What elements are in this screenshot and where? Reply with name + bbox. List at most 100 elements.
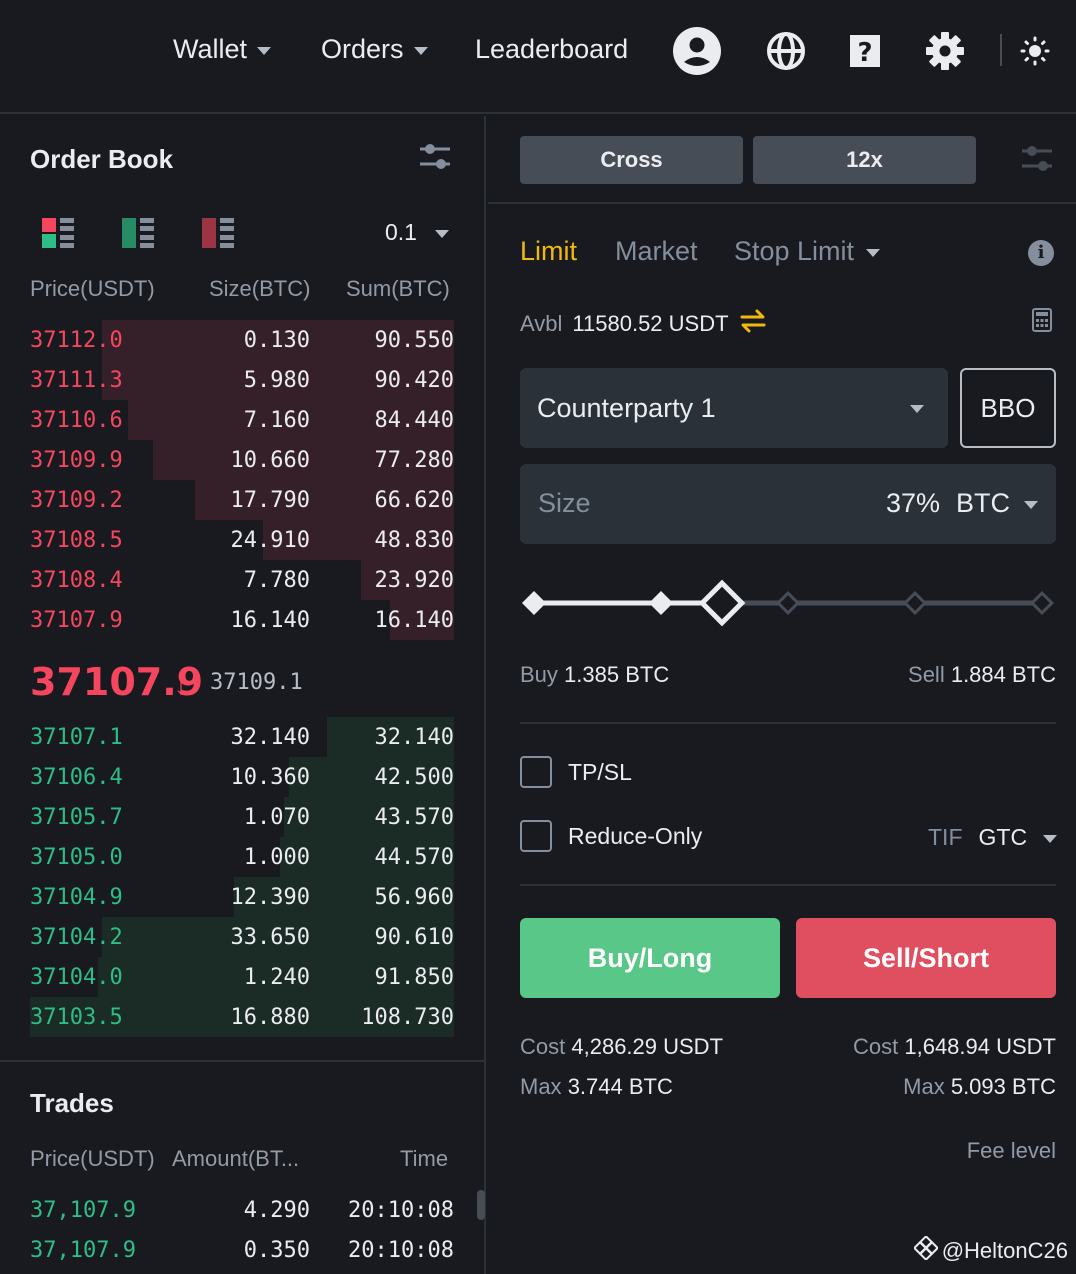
tif-select[interactable]: TIF GTC xyxy=(928,824,1058,851)
slider-mark[interactable] xyxy=(902,590,928,616)
size-unit-select[interactable]: BTC xyxy=(956,488,1038,519)
slider-thumb[interactable] xyxy=(698,579,746,627)
bid-size: 33.650 xyxy=(230,925,310,950)
bid-sum: 44.570 xyxy=(374,845,454,870)
bid-sum: 32.140 xyxy=(374,725,454,750)
buy-cost-value: 4,286.29 USDT xyxy=(571,1034,724,1059)
nav-leaderboard-label: Leaderboard xyxy=(475,34,629,64)
tpsl-checkbox-row[interactable]: TP/SL xyxy=(520,756,632,788)
slider-mark[interactable] xyxy=(775,590,801,616)
tick-size-select[interactable]: 0.1 xyxy=(385,219,449,246)
user-avatar-icon[interactable] xyxy=(672,26,722,76)
chevron-down-icon xyxy=(1043,834,1058,843)
bid-sum: 43.570 xyxy=(374,805,454,830)
tab-limit[interactable]: Limit xyxy=(520,236,577,267)
ask-row[interactable]: 37109.9 10.660 77.280 xyxy=(30,440,454,480)
info-icon[interactable]: i xyxy=(1028,240,1054,266)
bid-size: 16.880 xyxy=(230,1005,310,1030)
bid-depth-bar xyxy=(326,717,454,757)
help-icon[interactable]: ? xyxy=(840,26,890,76)
watermark: @HeltonC26 xyxy=(912,1234,1068,1266)
tab-market-label: Market xyxy=(615,236,698,266)
nav-wallet[interactable]: Wallet xyxy=(173,34,272,65)
view-asks-icon[interactable] xyxy=(200,216,236,250)
transfer-icon[interactable] xyxy=(739,309,767,339)
ask-depth-bar xyxy=(360,560,454,600)
ask-row[interactable]: 37109.2 17.790 66.620 xyxy=(30,480,454,520)
theme-icon[interactable] xyxy=(1010,26,1060,76)
tpsl-checkbox[interactable] xyxy=(520,756,552,788)
nav-orders[interactable]: Orders xyxy=(321,34,428,65)
ask-sum: 66.620 xyxy=(374,488,454,513)
chevron-down-icon xyxy=(866,248,881,257)
size-input[interactable]: Size 37% BTC xyxy=(520,464,1056,544)
ask-row[interactable]: 37111.3 5.980 90.420 xyxy=(30,360,454,400)
buy-long-button[interactable]: Buy/Long xyxy=(520,918,780,998)
bbo-button[interactable]: BBO xyxy=(960,368,1056,448)
ask-row[interactable]: 37110.6 7.160 84.440 xyxy=(30,400,454,440)
bid-size: 12.390 xyxy=(230,885,310,910)
buy-cost: Cost 4,286.29 USDT xyxy=(520,1034,723,1060)
tab-market[interactable]: Market xyxy=(615,236,698,267)
ask-row[interactable]: 37112.0 0.130 90.550 xyxy=(30,320,454,360)
gear-icon[interactable] xyxy=(920,26,970,76)
buy-amount: Buy 1.385 BTC xyxy=(520,662,669,688)
ask-sum: 90.550 xyxy=(374,328,454,353)
bid-price: 37105.0 xyxy=(30,845,123,870)
trades-divider xyxy=(0,1060,486,1062)
sell-short-button[interactable]: Sell/Short xyxy=(796,918,1056,998)
bid-row[interactable]: 37105.0 1.000 44.570 xyxy=(30,837,454,877)
ask-row[interactable]: 37108.5 24.910 48.830 xyxy=(30,520,454,560)
buy-max-label: Max xyxy=(520,1074,562,1099)
view-both-icon[interactable] xyxy=(40,216,76,250)
bid-size: 32.140 xyxy=(230,725,310,750)
bid-depth-bar xyxy=(288,757,454,797)
nav-leaderboard[interactable]: Leaderboard xyxy=(475,34,628,65)
buy-cost-label: Cost xyxy=(520,1034,566,1059)
ask-depth-bar xyxy=(152,440,454,480)
ask-depth-bar xyxy=(390,600,454,640)
bid-sum: 91.850 xyxy=(374,965,454,990)
ask-sum: 16.140 xyxy=(374,608,454,633)
bid-row[interactable]: 37107.1 32.140 32.140 xyxy=(30,717,454,757)
size-slider[interactable] xyxy=(520,578,1056,628)
binance-logo-icon xyxy=(912,1234,939,1266)
counterparty-select[interactable]: Counterparty 1 xyxy=(520,368,948,448)
slider-mark[interactable] xyxy=(1029,590,1055,616)
nav-divider xyxy=(1000,34,1002,66)
calculator-icon[interactable] xyxy=(1032,308,1052,332)
slider-mark[interactable] xyxy=(521,590,547,616)
trades-scrollbar[interactable] xyxy=(477,1190,485,1220)
bid-row[interactable]: 37104.2 33.650 90.610 xyxy=(30,917,454,957)
trade-amount: 0.350 xyxy=(243,1238,310,1263)
trade-time: 20:10:08 xyxy=(348,1198,454,1223)
sell-max-label: Max xyxy=(903,1074,945,1099)
bid-row[interactable]: 37105.7 1.070 43.570 xyxy=(30,797,454,837)
bid-size: 1.240 xyxy=(243,965,310,990)
bid-row[interactable]: 37103.5 16.880 108.730 xyxy=(30,997,454,1037)
bid-row[interactable]: 37104.9 12.390 56.960 xyxy=(30,877,454,917)
ask-sum: 84.440 xyxy=(374,408,454,433)
tab-stop-limit[interactable]: Stop Limit xyxy=(734,236,881,267)
bid-price: 37104.9 xyxy=(30,885,123,910)
bid-price: 37104.0 xyxy=(30,965,123,990)
settings-sliders-icon[interactable] xyxy=(418,142,452,172)
trades-title: Trades xyxy=(30,1088,114,1118)
trades-header-amount: Amount(BT... xyxy=(172,1146,300,1171)
bid-row[interactable]: 37106.4 10.360 42.500 xyxy=(30,757,454,797)
globe-icon[interactable] xyxy=(761,26,811,76)
slider-mark[interactable] xyxy=(648,590,674,616)
reduce-only-checkbox[interactable] xyxy=(520,820,552,852)
view-bids-icon[interactable] xyxy=(120,216,156,250)
leverage-button[interactable]: 12x xyxy=(753,136,976,184)
last-price: 37107.9 xyxy=(30,660,204,704)
ask-row[interactable]: 37107.9 16.140 16.140 xyxy=(30,600,454,640)
fee-level-link[interactable]: Fee level xyxy=(966,1138,1056,1163)
margin-mode-button[interactable]: Cross xyxy=(520,136,743,184)
chevron-down-icon xyxy=(910,405,924,413)
ask-row[interactable]: 37108.4 7.780 23.920 xyxy=(30,560,454,600)
bid-depth-bar xyxy=(284,797,454,837)
bid-row[interactable]: 37104.0 1.240 91.850 xyxy=(30,957,454,997)
settings-sliders-icon[interactable] xyxy=(1020,144,1054,174)
reduce-only-checkbox-row[interactable]: Reduce-Only xyxy=(520,820,702,852)
